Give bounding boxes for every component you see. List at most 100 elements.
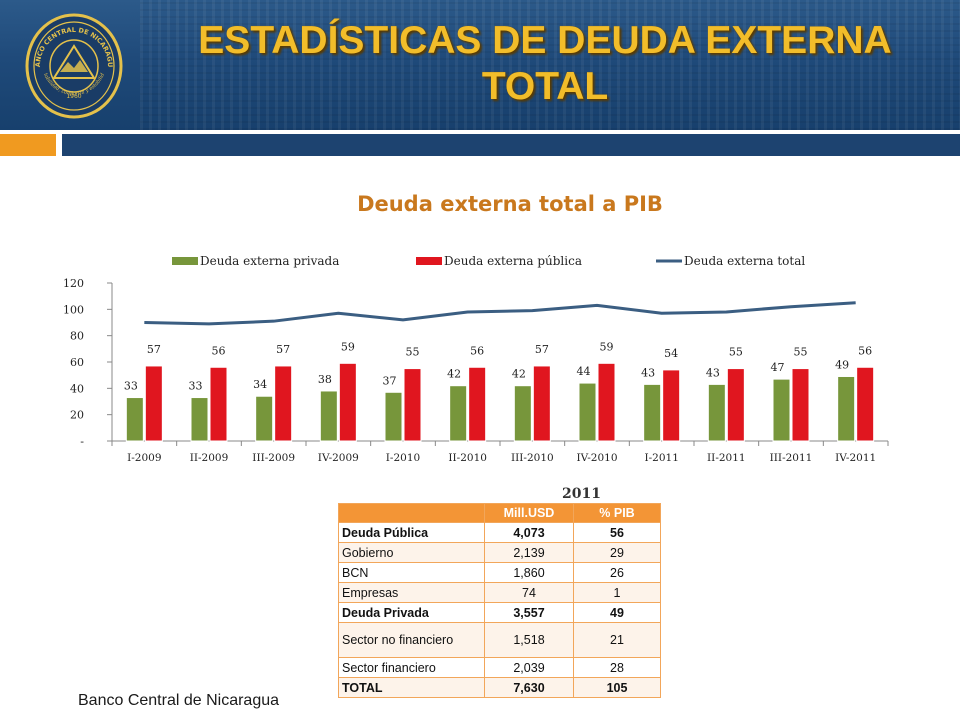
legend-label: Deuda externa privada bbox=[200, 254, 339, 268]
row-pct-value: 21 bbox=[573, 622, 661, 658]
bar-public bbox=[532, 365, 551, 442]
bar-public bbox=[274, 365, 293, 442]
external-debt-table: Mill.USD % PIB Deuda Pública 4,073 56 Gobie… bbox=[338, 503, 661, 698]
row-label: Empresas bbox=[338, 582, 485, 603]
data-label-private: 33 bbox=[124, 380, 138, 393]
bar-public bbox=[144, 365, 163, 442]
table-row: BCN 1,860 26 bbox=[338, 562, 661, 583]
legend-label: Deuda externa pública bbox=[444, 254, 582, 268]
header-banner: BANCO CENTRAL DE NICARAGUA Estabilidad, … bbox=[0, 0, 960, 130]
bar-private bbox=[449, 385, 468, 442]
accent-bar-blue bbox=[62, 134, 960, 156]
row-label: Gobierno bbox=[338, 542, 485, 563]
table-year-label: 2011 bbox=[562, 486, 601, 502]
line-total-debt bbox=[144, 301, 856, 326]
bar-private bbox=[255, 395, 274, 442]
bar-private bbox=[707, 383, 726, 442]
row-label: TOTAL bbox=[338, 677, 485, 698]
table-row: Deuda Privada 3,557 49 bbox=[338, 602, 661, 623]
legend-label: Deuda externa total bbox=[684, 254, 805, 268]
bar-private bbox=[578, 382, 597, 442]
x-tick-label: III-2011 bbox=[770, 452, 813, 464]
y-tick-label: 100 bbox=[63, 303, 84, 316]
legend-swatch-bar bbox=[172, 257, 198, 265]
x-tick-label: II-2009 bbox=[190, 452, 229, 464]
row-pct-value: 49 bbox=[573, 602, 661, 623]
row-pct-value: 1 bbox=[573, 582, 661, 603]
table-row: TOTAL 7,630 105 bbox=[338, 677, 661, 698]
row-pct-value: 29 bbox=[573, 542, 661, 563]
data-label-public: 55 bbox=[406, 346, 420, 359]
bar-public bbox=[856, 366, 875, 442]
x-tick-label: I-2010 bbox=[386, 452, 420, 464]
data-label-public: 54 bbox=[664, 347, 678, 360]
x-tick-label: IV-2010 bbox=[576, 452, 617, 464]
row-label: Deuda Privada bbox=[338, 602, 485, 623]
data-label-public: 56 bbox=[212, 344, 226, 357]
data-label-private: 42 bbox=[512, 368, 526, 381]
table-row: Gobierno 2,139 29 bbox=[338, 542, 661, 563]
bar-private bbox=[125, 397, 144, 442]
data-label-private: 33 bbox=[189, 380, 203, 393]
bar-private bbox=[513, 385, 532, 442]
y-tick-label: 120 bbox=[63, 277, 84, 290]
x-tick-label: IV-2009 bbox=[318, 452, 359, 464]
bar-public bbox=[791, 368, 810, 442]
bar-private bbox=[319, 390, 338, 442]
row-label: Deuda Pública bbox=[338, 522, 485, 543]
row-pct-value: 28 bbox=[573, 657, 661, 678]
row-usd-value: 7,630 bbox=[484, 677, 574, 698]
row-label: Sector financiero bbox=[338, 657, 485, 678]
bar-private bbox=[837, 375, 856, 442]
data-label-private: 43 bbox=[641, 366, 655, 379]
data-label-public: 59 bbox=[600, 340, 614, 353]
row-usd-value: 2,139 bbox=[484, 542, 574, 563]
x-tick-label: III-2010 bbox=[511, 452, 554, 464]
bar-private bbox=[643, 383, 662, 442]
bar-public bbox=[403, 368, 422, 442]
data-label-private: 34 bbox=[253, 378, 267, 391]
data-label-public: 55 bbox=[729, 346, 743, 359]
table-header-row: Mill.USD % PIB bbox=[338, 503, 661, 523]
data-label-public: 57 bbox=[147, 343, 161, 356]
data-label-public: 56 bbox=[858, 344, 872, 357]
central-bank-seal-icon: BANCO CENTRAL DE NICARAGUA Estabilidad, … bbox=[24, 12, 123, 119]
data-label-private: 37 bbox=[383, 374, 397, 387]
accent-bar-orange bbox=[0, 134, 56, 156]
x-tick-label: I-2009 bbox=[127, 452, 161, 464]
table-row: Empresas 74 1 bbox=[338, 582, 661, 603]
row-usd-value: 2,039 bbox=[484, 657, 574, 678]
row-usd-value: 74 bbox=[484, 582, 574, 603]
x-tick-label: IV-2011 bbox=[835, 452, 876, 464]
x-tick-label: II-2011 bbox=[707, 452, 746, 464]
data-label-public: 57 bbox=[276, 343, 290, 356]
row-pct-value: 105 bbox=[573, 677, 661, 698]
data-label-public: 56 bbox=[470, 344, 484, 357]
row-usd-value: 4,073 bbox=[484, 522, 574, 543]
y-tick-label: 20 bbox=[70, 409, 84, 422]
table-header-pct: % PIB bbox=[573, 503, 661, 523]
data-label-private: 38 bbox=[318, 373, 332, 386]
bar-public bbox=[338, 362, 357, 442]
row-label: BCN bbox=[338, 562, 485, 583]
legend-swatch-bar bbox=[416, 257, 442, 265]
data-label-private: 44 bbox=[577, 365, 591, 378]
chart-legend: Deuda externa privada Deuda externa públi… bbox=[172, 254, 805, 268]
bar-public bbox=[662, 369, 681, 442]
table-row: Sector no financiero 1,518 21 bbox=[338, 622, 661, 658]
row-label: Sector no financiero bbox=[338, 622, 485, 658]
page-title: ESTADÍSTICAS DE DEUDA EXTERNA TOTAL bbox=[198, 19, 892, 108]
x-tick-label: II-2010 bbox=[448, 452, 487, 464]
row-pct-value: 56 bbox=[573, 522, 661, 543]
y-tick-label: 40 bbox=[70, 382, 84, 395]
table-header-empty bbox=[338, 503, 485, 523]
data-label-private: 47 bbox=[771, 361, 785, 374]
x-tick-label: I-2011 bbox=[644, 452, 678, 464]
data-label-public: 59 bbox=[341, 340, 355, 353]
data-label-private: 42 bbox=[447, 368, 461, 381]
y-tick-label: 80 bbox=[70, 330, 84, 343]
bar-public bbox=[726, 368, 745, 442]
bar-public bbox=[209, 366, 228, 442]
chart-title: Deuda externa total a PIB bbox=[357, 192, 663, 216]
data-label-private: 49 bbox=[835, 358, 849, 371]
